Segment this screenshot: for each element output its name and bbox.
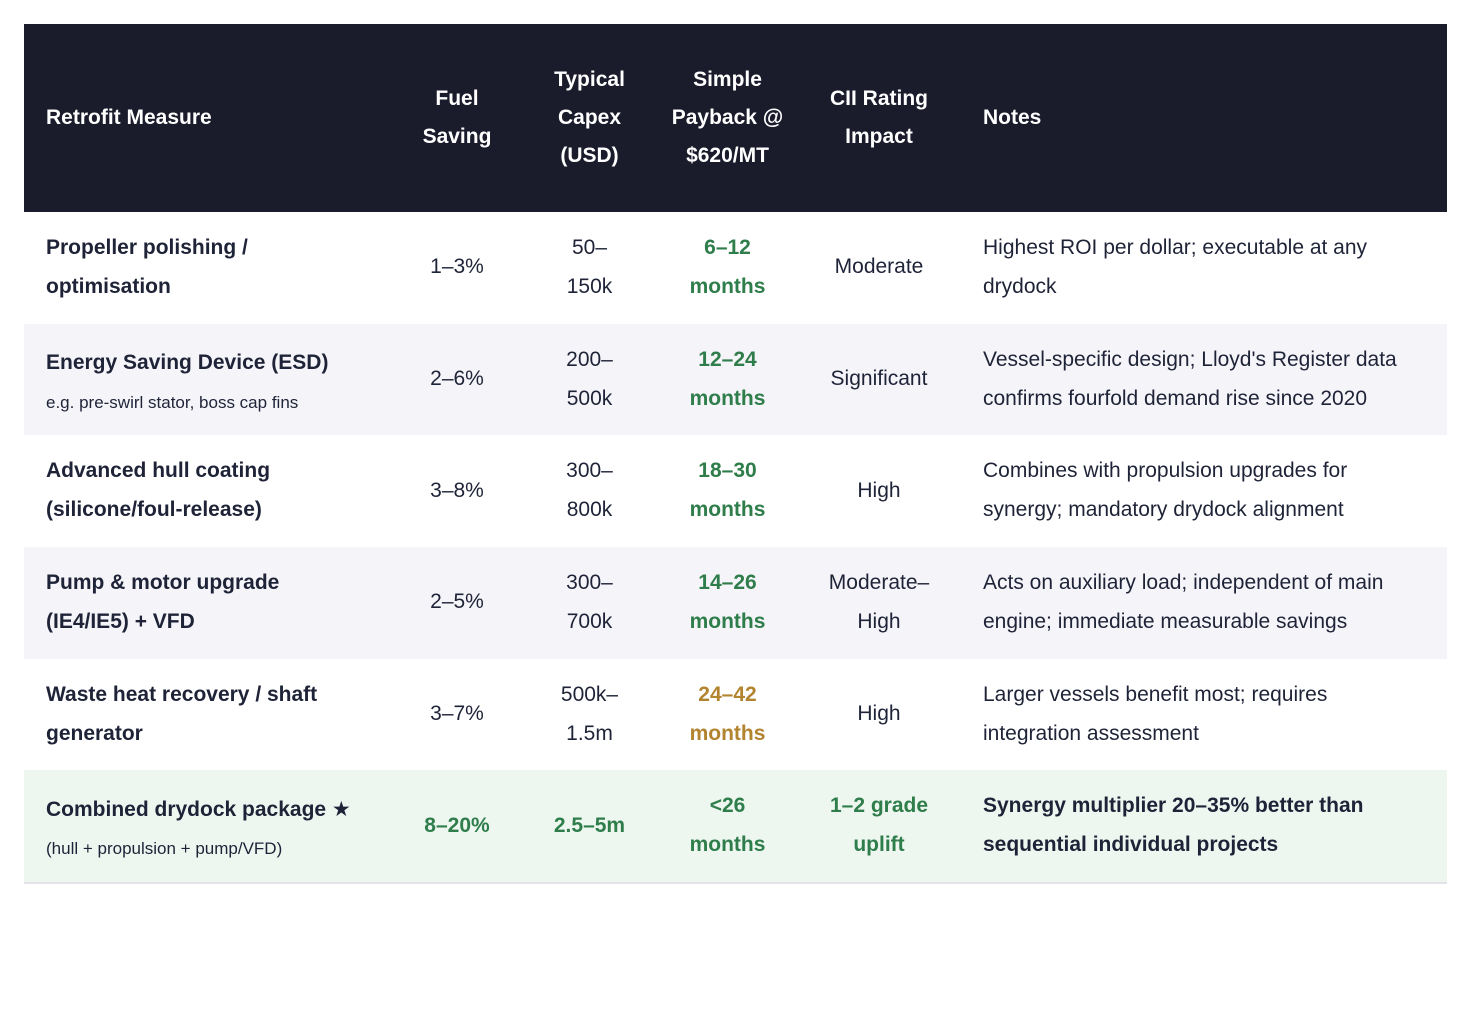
measure-name: Propeller polishing / optimisation [46,236,248,298]
measure-subtext: e.g. pre-swirl stator, boss cap fins [46,392,299,412]
measure-name: Advanced hull coating (silicone/foul-rel… [46,459,271,522]
payback-cell: 24–42 months [689,682,766,745]
measure-subtext: (hull + propulsion + pump/VFD) [46,839,283,859]
table-row-combined-drydock-package: Combined drydock package ★ (hull + propu… [24,770,1447,884]
capex-cell: 300–800k [566,459,613,522]
table-header: Retrofit Measure Fuel Saving Typical Cap… [24,24,1447,212]
column-header-retrofit-measure: Retrofit Measure [24,24,390,212]
fuel-saving-cell: 8–20% [424,813,490,837]
cii-impact-cell: High [857,478,901,502]
measure-cell: Pump & motor upgrade (IE4/IE5) + VFD [24,547,390,659]
capex-cell: 2.5–5m [553,813,626,837]
payback-cell: <26 months [689,794,766,857]
table-row-propeller-polishing: Propeller polishing / optimisation 1–3% … [24,212,1447,324]
measure-cell: Energy Saving Device (ESD) e.g. pre-swir… [24,324,390,436]
cii-impact-cell: Moderate–High [828,571,930,633]
header-row: Retrofit Measure Fuel Saving Typical Cap… [24,24,1447,212]
table-row-waste-heat-recovery: Waste heat recovery / shaft generator 3–… [24,658,1447,771]
capex-cell: 200–500k [566,347,613,410]
fuel-saving-cell: 2–6% [430,367,484,391]
fuel-saving-cell: 3–7% [430,702,484,726]
cii-impact-cell: 1–2 grade uplift [829,794,929,857]
measure-name-with-star-icon: Combined drydock package ★ [46,797,351,821]
column-header-fuel-saving: Fuel Saving [390,24,524,212]
payback-cell: 14–26 months [689,571,766,633]
payback-cell: 12–24 months [689,347,766,410]
column-header-typical-capex: Typical Capex (USD) [524,24,655,212]
notes-cell: Combines with propulsion upgrades for sy… [983,459,1348,522]
table-body: Propeller polishing / optimisation 1–3% … [24,212,1447,884]
capex-cell: 50–150k [566,236,613,298]
measure-cell: Combined drydock package ★ (hull + propu… [24,770,390,883]
column-header-simple-payback: Simple Payback @ $620/MT [655,24,800,212]
cii-impact-cell: High [857,702,901,726]
notes-cell: Acts on auxiliary load; independent of m… [983,571,1384,633]
capex-cell: 500k–1.5m [560,682,619,745]
payback-cell: 18–30 months [689,459,766,522]
column-header-notes: Notes [958,24,1447,212]
column-header-cii-impact: CII Rating Impact [800,24,958,212]
cii-impact-cell: Moderate [834,255,924,279]
table-row-energy-saving-device: Energy Saving Device (ESD) e.g. pre-swir… [24,323,1447,436]
fuel-saving-cell: 1–3% [430,255,484,279]
cii-impact-cell: Significant [830,367,928,391]
notes-cell: Larger vessels benefit most; requires in… [983,682,1328,745]
capex-cell: 300–700k [566,571,613,633]
measure-name: Pump & motor upgrade (IE4/IE5) + VFD [46,571,280,633]
notes-cell: Vessel-specific design; Lloyd's Register… [983,347,1397,410]
measure-name: Waste heat recovery / shaft generator [46,682,318,745]
fuel-saving-cell: 3–8% [430,478,484,502]
measure-cell: Waste heat recovery / shaft generator [24,659,390,771]
notes-cell: Synergy multiplier 20–35% better than se… [983,794,1364,857]
measure-cell: Propeller polishing / optimisation [24,212,390,324]
table-row-pump-motor-upgrade: Pump & motor upgrade (IE4/IE5) + VFD 2–5… [24,547,1447,659]
measure-cell: Advanced hull coating (silicone/foul-rel… [24,435,390,547]
notes-cell: Highest ROI per dollar; executable at an… [983,236,1368,298]
fuel-saving-cell: 2–5% [430,590,484,614]
retrofit-measures-table: Retrofit Measure Fuel Saving Typical Cap… [24,24,1447,885]
table-row-advanced-hull-coating: Advanced hull coating (silicone/foul-rel… [24,435,1447,548]
measure-name: Energy Saving Device (ESD) [46,350,329,374]
payback-cell: 6–12 months [689,236,766,298]
